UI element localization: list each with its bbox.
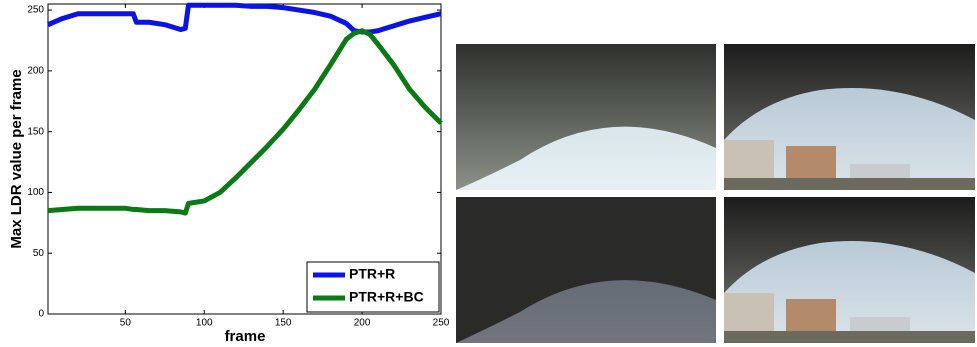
x-tick-label: 250 [433,318,450,329]
photo [456,197,716,343]
x-tick-label: 200 [354,318,371,329]
x-axis-label: frame [225,328,266,345]
legend-label: PTR+R [349,266,395,282]
photo [724,197,975,343]
x-tick-label: 150 [275,318,292,329]
line-series [47,28,443,216]
photo [724,44,975,190]
x-tick-label: 50 [120,318,132,329]
legend-label: PTR+R+BC [349,289,424,305]
y-tick-label: 100 [27,187,44,198]
y-axis-label: Max LDR value per frame [8,69,25,248]
legend [306,261,440,313]
y-tick-label: 200 [27,66,44,77]
y-tick-label: 50 [33,248,45,259]
y-tick-label: 250 [27,5,44,16]
y-tick-label: 0 [38,309,44,320]
x-tick-label: 100 [196,318,213,329]
line-series [47,2,442,35]
photo [456,44,716,190]
y-tick-label: 150 [27,126,44,137]
